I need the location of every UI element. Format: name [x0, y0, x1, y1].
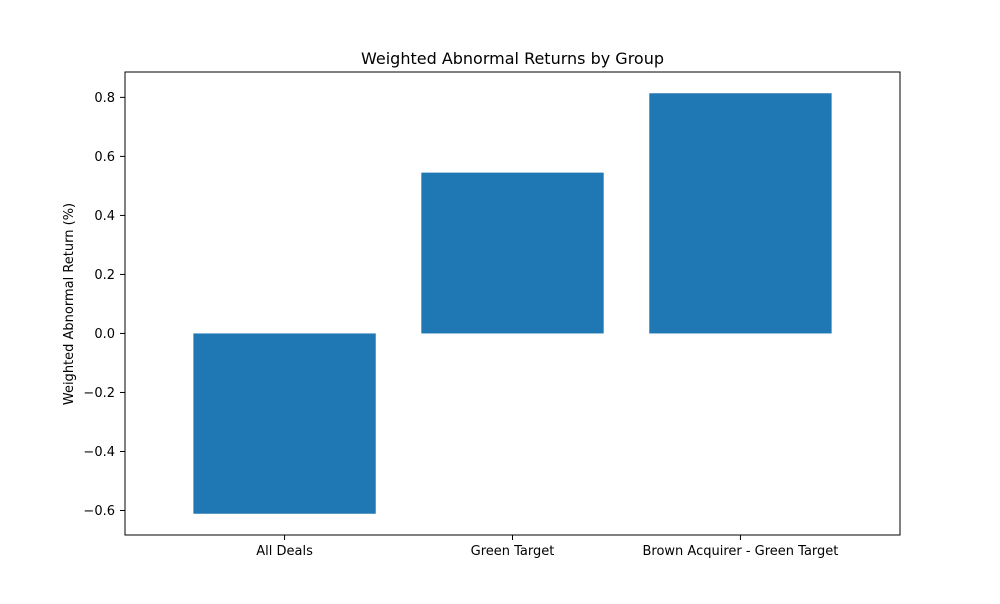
y-tick-label: 0.0 — [94, 327, 115, 342]
bar-green-target — [421, 172, 604, 334]
bars-group — [193, 93, 832, 514]
y-tick-label: −0.2 — [83, 386, 115, 401]
y-tick-label: −0.6 — [83, 504, 115, 519]
y-tick-label: 0.6 — [94, 150, 115, 165]
x-tick-label: Brown Acquirer - Green Target — [642, 544, 838, 559]
bar-brown-acquirer-green-target — [649, 93, 832, 334]
y-axis-label: Weighted Abnormal Return (%) — [62, 203, 77, 405]
plot-frame — [124, 71, 901, 536]
y-tick-label: 0.4 — [94, 209, 115, 224]
x-axis-ticks: All Deals Green Target Brown Acquirer - Gr… — [256, 535, 838, 559]
y-tick-label: −0.4 — [83, 445, 115, 460]
x-tick-label: Green Target — [471, 544, 555, 559]
x-tick-label: All Deals — [256, 544, 313, 559]
y-tick-label: 0.2 — [94, 268, 115, 283]
chart-title: Weighted Abnormal Returns by Group — [361, 49, 664, 68]
bar-all-deals — [193, 333, 376, 514]
y-axis-ticks: −0.6 −0.4 −0.2 0.0 0.2 0.4 0.6 0.8 — [83, 91, 125, 519]
y-tick-label: 0.8 — [94, 91, 115, 106]
